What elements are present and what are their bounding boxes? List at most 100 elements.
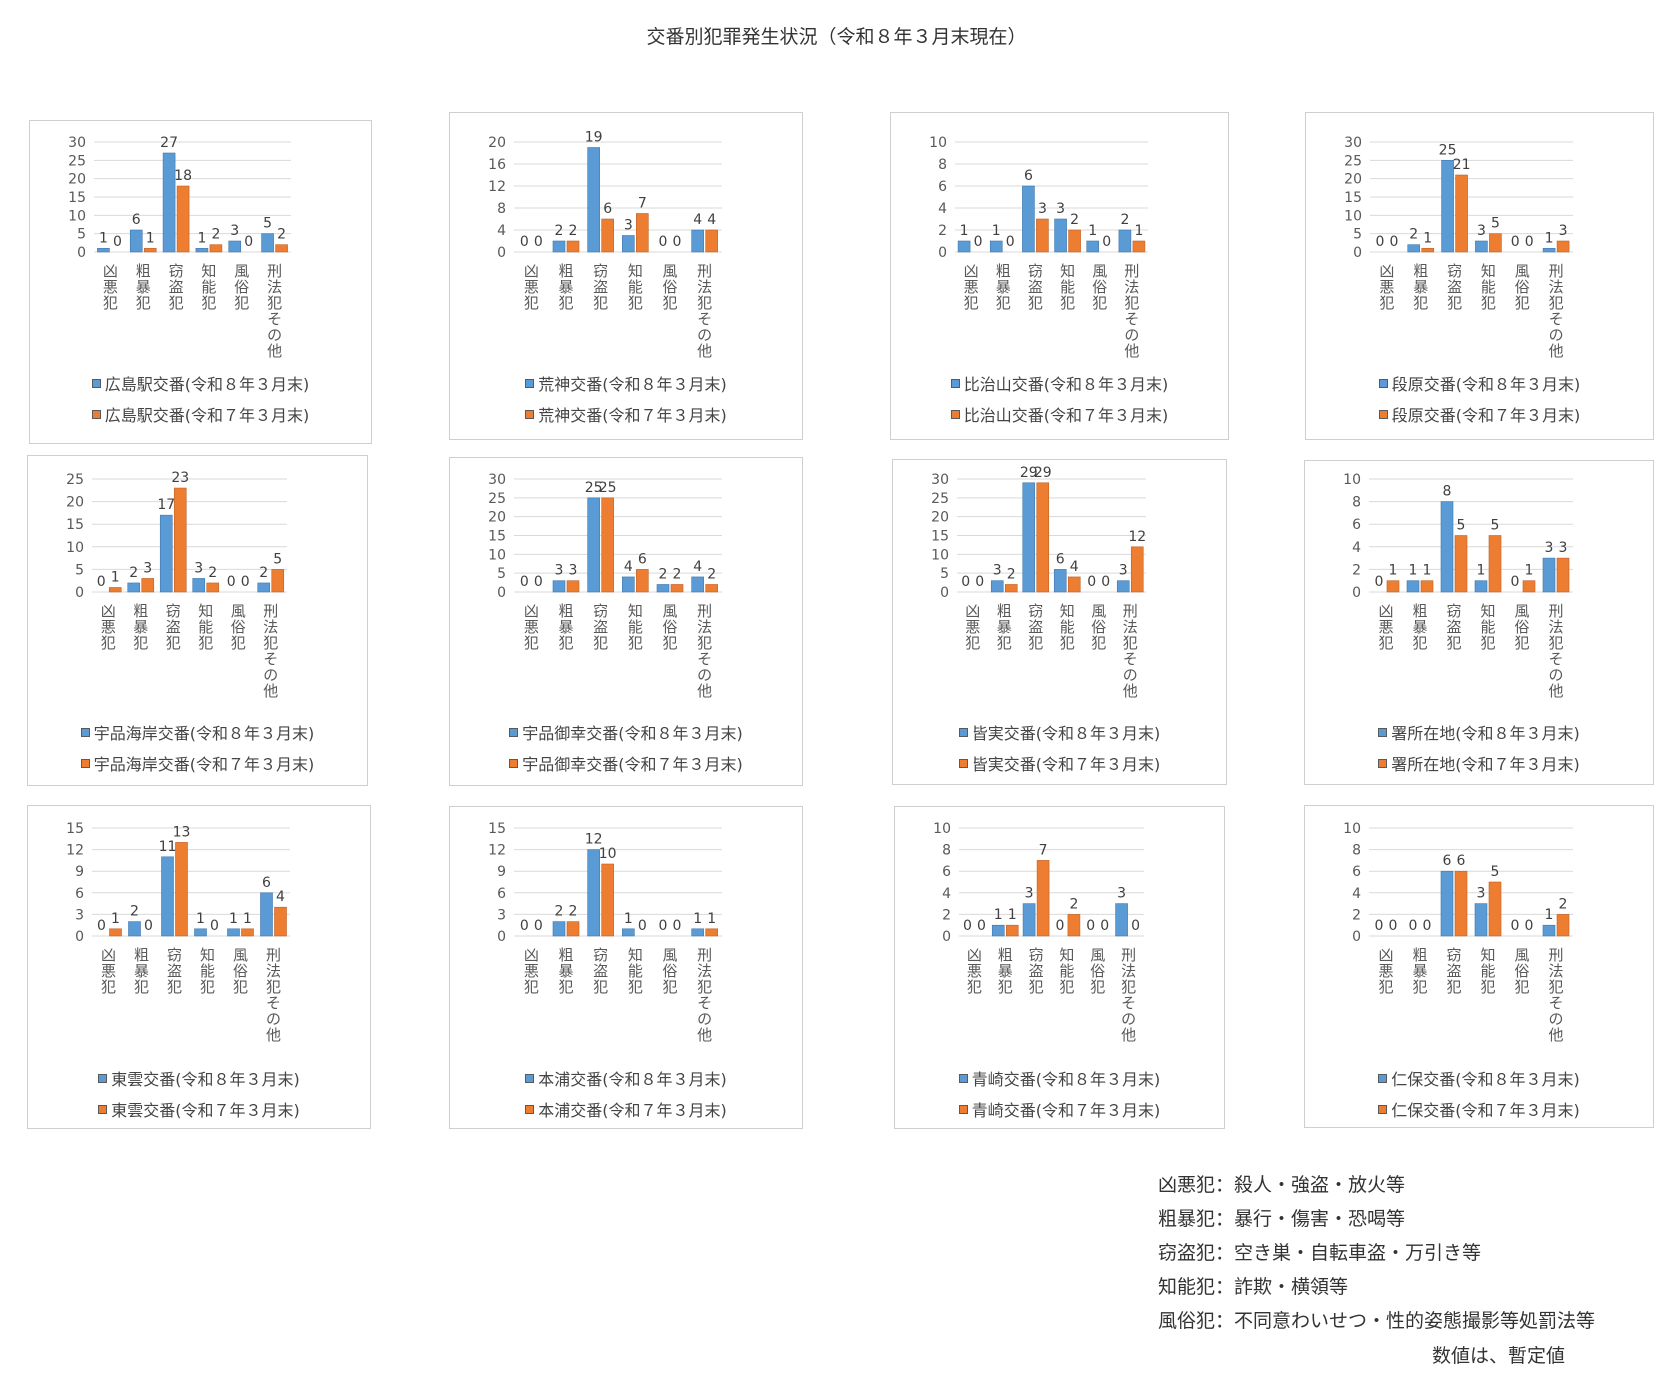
- category-label: 知能犯: [1060, 602, 1075, 652]
- data-label: 3: [569, 563, 578, 579]
- legend-label: 東雲交番(令和８年３月末): [111, 1070, 300, 1089]
- category-label: 風俗犯: [1514, 602, 1529, 652]
- data-label: 1: [707, 911, 716, 927]
- data-label: 0: [1131, 918, 1140, 934]
- category-label: 知能犯: [1481, 262, 1496, 312]
- category-label: 粗暴犯: [1412, 946, 1427, 996]
- legend-label: 署所在地(令和７年３月末): [1391, 755, 1580, 774]
- data-label: 3: [1056, 201, 1065, 217]
- legend-item: 青崎交番(令和７年３月末): [895, 1095, 1224, 1126]
- legend-swatch: [509, 728, 519, 737]
- note-desc: ：詐欺・横領等: [1215, 1276, 1349, 1298]
- bar-previous: [1067, 914, 1081, 937]
- data-label: 1: [146, 230, 155, 246]
- category-label: 窃盗犯: [1028, 602, 1043, 652]
- y-tick-label: 0: [75, 585, 84, 601]
- data-label: 0: [534, 574, 543, 590]
- data-label: 3: [1477, 223, 1486, 239]
- y-tick-label: 0: [497, 245, 506, 261]
- y-tick-label: 4: [1352, 540, 1361, 556]
- category-label: 刑法犯その他: [1548, 946, 1563, 1044]
- legend-item: 皆実交番(令和８年３月末): [893, 718, 1226, 749]
- legend-swatch: [1378, 728, 1388, 737]
- data-label: 2: [1069, 896, 1078, 912]
- data-label: 2: [1559, 896, 1568, 912]
- data-label: 1: [1423, 230, 1432, 246]
- category-label: 知能犯: [1480, 946, 1495, 996]
- data-label: 3: [624, 218, 633, 234]
- data-label: 4: [693, 559, 702, 575]
- data-label: 0: [638, 918, 647, 934]
- legend-label: 皆実交番(令和８年３月末): [971, 724, 1161, 743]
- data-label: 10: [599, 846, 617, 862]
- y-tick-label: 30: [68, 135, 86, 151]
- data-label: 1: [624, 911, 633, 927]
- data-label: 0: [1006, 234, 1015, 250]
- chart-panel: 0 5 10 15 20 25 0 1 凶悪犯 2 3 粗暴犯 17 23 窃盗犯 3 2 知能犯 0 0 風俗犯 2 5 刑…: [27, 455, 368, 786]
- bar-previous: [176, 185, 190, 253]
- y-tick-label: 25: [66, 472, 84, 488]
- legend-item: 比治山交番(令和８年３月末): [891, 369, 1228, 400]
- data-label: 0: [1511, 918, 1520, 934]
- data-label: 1: [197, 230, 206, 246]
- legend-label: 本浦交番(令和７年３月末): [538, 1101, 727, 1120]
- data-label: 0: [1423, 918, 1432, 934]
- category-label: 知能犯: [1060, 262, 1075, 312]
- y-tick-label: 15: [488, 529, 506, 545]
- data-label: 0: [1102, 234, 1111, 250]
- category-label: 窃盗犯: [1447, 262, 1462, 312]
- data-label: 0: [673, 918, 682, 934]
- provisional-note: 数値は、暫定値: [1432, 1345, 1566, 1367]
- bar-previous: [206, 582, 220, 593]
- chart-panel: 0 2 4 6 8 10 1 0 凶悪犯 1 0 粗暴犯 6 3 窃盗犯 3 2 知能犯 1 0 風俗犯 2 1 刑法犯その他…: [890, 112, 1229, 440]
- legend-item: 仁保交番(令和７年３月末): [1305, 1095, 1653, 1126]
- category-label: 粗暴犯: [133, 602, 148, 652]
- y-tick-label: 0: [77, 245, 86, 261]
- data-label: 18: [174, 168, 192, 184]
- legend-swatch: [1378, 1105, 1388, 1114]
- legend-item: 署所在地(令和８年３月末): [1305, 718, 1653, 749]
- legend-item: 東雲交番(令和７年３月末): [28, 1095, 370, 1126]
- data-label: 11: [159, 839, 177, 855]
- data-label: 0: [1511, 234, 1520, 250]
- bar-current: [691, 576, 704, 593]
- category-label: 窃盗犯: [593, 602, 608, 652]
- y-tick-label: 15: [1344, 190, 1362, 206]
- bar-previous: [705, 928, 718, 937]
- data-label: 0: [1375, 234, 1384, 250]
- legend-label: 荒神交番(令和８年３月末): [538, 375, 727, 394]
- category-label: 粗暴犯: [558, 602, 573, 652]
- data-label: 12: [585, 832, 603, 848]
- data-label: 3: [555, 563, 564, 579]
- data-label: 1: [229, 911, 238, 927]
- data-label: 3: [1025, 886, 1034, 902]
- y-tick-label: 10: [931, 547, 949, 563]
- bar-current: [228, 240, 242, 253]
- legend-swatch: [80, 759, 90, 768]
- legend-item: 宇品海岸交番(令和８年３月末): [28, 718, 367, 749]
- data-label: 2: [211, 227, 220, 243]
- chart-legend: 段原交番(令和８年３月末) 段原交番(令和７年３月末): [1306, 369, 1653, 431]
- data-label: 3: [1559, 540, 1568, 556]
- data-label: 0: [974, 234, 983, 250]
- note-desc: ：空き巣・自転車盗・万引き等: [1215, 1242, 1482, 1264]
- bar-previous: [209, 244, 223, 253]
- category-label: 刑法犯その他: [697, 602, 712, 700]
- data-label: 2: [555, 223, 564, 239]
- y-tick-label: 0: [75, 929, 84, 945]
- category-label: 凶悪犯: [101, 946, 116, 996]
- category-label: 知能犯: [628, 262, 643, 312]
- bar-previous: [1556, 240, 1570, 253]
- legend-item: 青崎交番(令和８年３月末): [895, 1064, 1224, 1095]
- y-tick-label: 0: [1352, 585, 1361, 601]
- category-label: 凶悪犯: [101, 602, 116, 652]
- category-label: 粗暴犯: [1412, 602, 1427, 652]
- legend-label: 広島駅交番(令和７年３月末): [104, 406, 310, 425]
- y-tick-label: 20: [1344, 172, 1362, 188]
- note-line: 粗暴犯：暴行・傷害・恐喝等: [1158, 1202, 1595, 1236]
- bar-previous: [566, 580, 580, 593]
- category-label: 凶悪犯: [1378, 602, 1393, 652]
